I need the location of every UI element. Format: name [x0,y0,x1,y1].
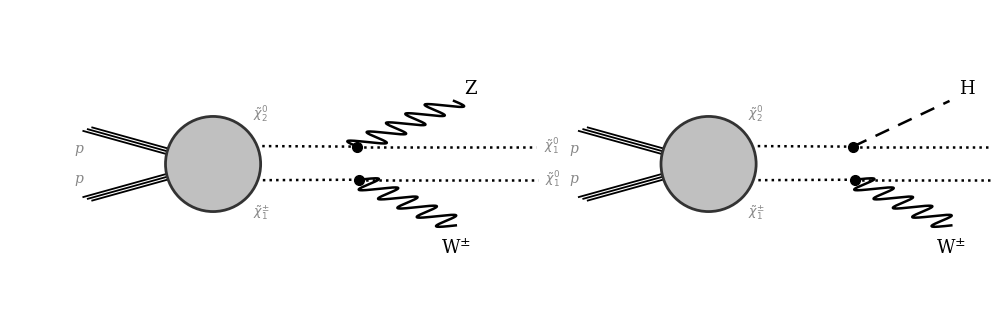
Text: H: H [959,80,975,98]
Ellipse shape [165,116,261,212]
Text: p: p [570,142,579,156]
Text: p: p [74,142,83,156]
Text: W$^{\pm}$: W$^{\pm}$ [441,238,471,258]
Ellipse shape [661,116,756,212]
Text: p: p [74,172,83,186]
Text: p: p [570,172,579,186]
Text: $\tilde{\chi}_1^0$: $\tilde{\chi}_1^0$ [544,136,559,157]
Text: $\tilde{\chi}_1^{\pm}$: $\tilde{\chi}_1^{\pm}$ [253,203,270,222]
Text: Z: Z [464,80,477,98]
Text: $\tilde{\chi}_2^0$: $\tilde{\chi}_2^0$ [748,105,763,125]
Text: W$^{\pm}$: W$^{\pm}$ [936,238,966,258]
Text: $\tilde{\chi}_1^0$: $\tilde{\chi}_1^0$ [545,170,561,190]
Text: $\tilde{\chi}_1^{\pm}$: $\tilde{\chi}_1^{\pm}$ [748,203,765,222]
Text: $\tilde{\chi}_2^0$: $\tilde{\chi}_2^0$ [253,105,268,125]
